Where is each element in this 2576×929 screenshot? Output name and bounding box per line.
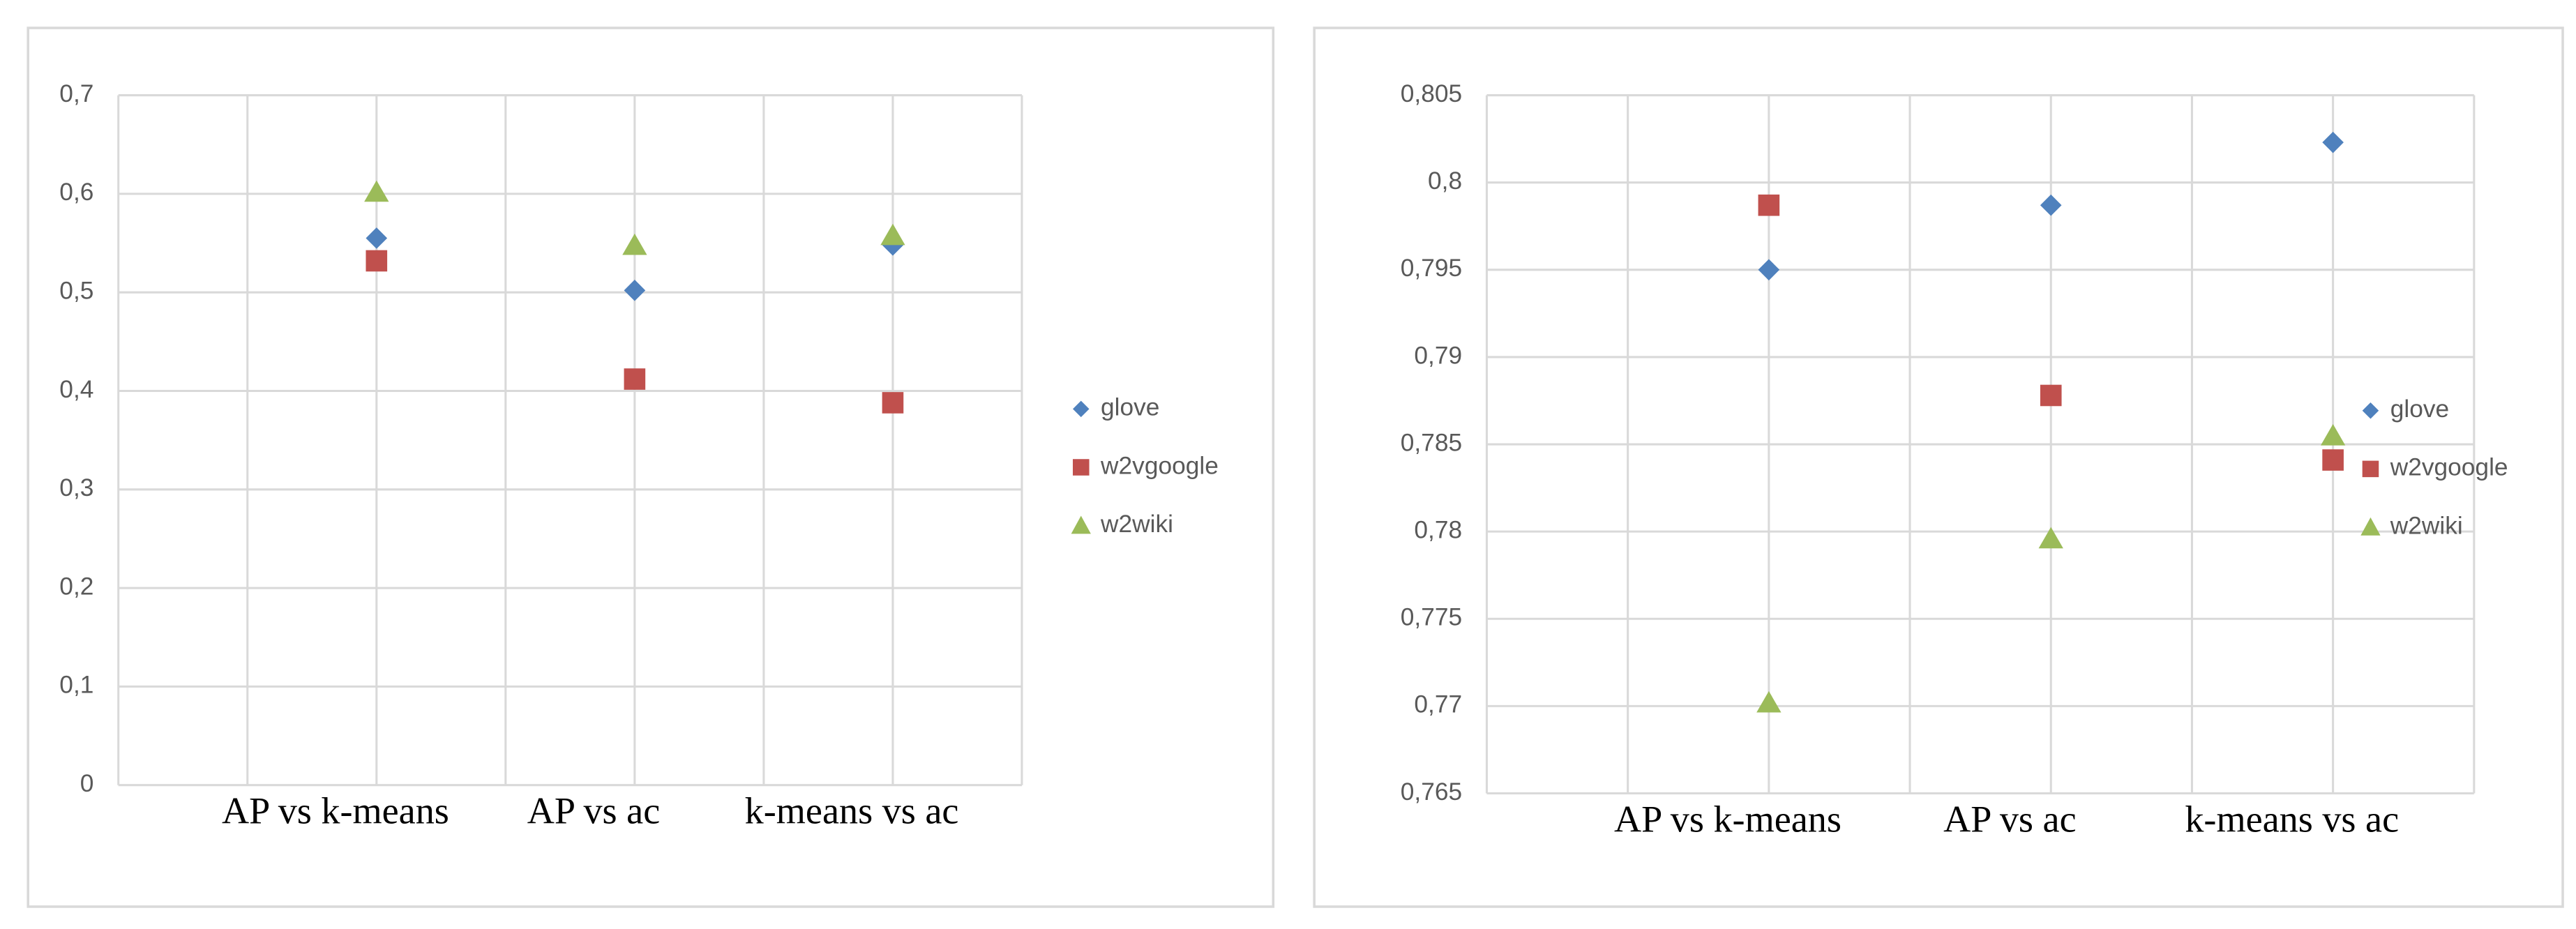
y-tick-label: 0,795 <box>1401 255 1462 282</box>
y-tick-label: 0,4 <box>59 376 93 403</box>
legend-marker <box>1072 459 1090 476</box>
y-tick-label: 0,7 <box>59 80 93 107</box>
legend-marker <box>2360 517 2381 536</box>
point <box>2040 194 2062 216</box>
legend-label: glove <box>2390 395 2449 423</box>
y-tick-label: 0,78 <box>1414 516 1462 543</box>
legend-marker <box>1072 400 1090 418</box>
legend-marker <box>1071 515 1091 534</box>
chart-frame <box>27 27 1275 908</box>
y-tick-label: 0,79 <box>1414 342 1462 369</box>
y-tick-label: 0,785 <box>1401 429 1462 456</box>
legend-label: w2vgoogle <box>1100 452 1219 479</box>
point <box>2320 424 2346 446</box>
legend-label: w2vgoogle <box>2390 454 2508 481</box>
point <box>2038 527 2063 549</box>
point <box>624 280 646 301</box>
point <box>1756 690 1782 713</box>
y-tick-label: 0 <box>80 770 94 797</box>
point <box>880 223 905 246</box>
y-tick-label: 0,765 <box>1401 778 1462 806</box>
chart-frame <box>1313 27 2564 908</box>
y-tick-label: 0,8 <box>1428 167 1462 195</box>
legend-marker <box>2362 460 2379 478</box>
y-tick-label: 0,3 <box>59 474 93 501</box>
y-tick-label: 0,805 <box>1401 80 1462 107</box>
point <box>2322 449 2344 471</box>
y-tick-label: 0,1 <box>59 672 93 699</box>
legend-label: glove <box>1101 394 1159 421</box>
y-tick-label: 0,2 <box>59 573 93 600</box>
legend-label: w2wiki <box>1100 511 1173 538</box>
y-tick-label: 0,77 <box>1414 691 1462 718</box>
x-category-label: AP vs ac <box>1943 798 2077 840</box>
point <box>1758 259 1780 281</box>
y-tick-label: 0,775 <box>1401 604 1462 631</box>
point <box>882 392 904 414</box>
point <box>624 368 646 390</box>
point <box>366 250 388 272</box>
y-tick-label: 0,6 <box>59 179 93 206</box>
point <box>364 180 389 202</box>
x-category-label: k-means vs ac <box>745 790 959 832</box>
point <box>2322 131 2344 153</box>
x-category-label: AP vs k-means <box>222 790 449 832</box>
point <box>622 233 647 255</box>
legend-label: w2wiki <box>2390 512 2463 539</box>
y-tick-label: 0,5 <box>59 278 93 305</box>
x-category-label: AP vs ac <box>527 790 661 832</box>
x-category-label: k-means vs ac <box>2185 798 2399 840</box>
point <box>1758 194 1780 216</box>
x-category-label: AP vs k-means <box>1614 798 1841 840</box>
point <box>2040 384 2062 407</box>
